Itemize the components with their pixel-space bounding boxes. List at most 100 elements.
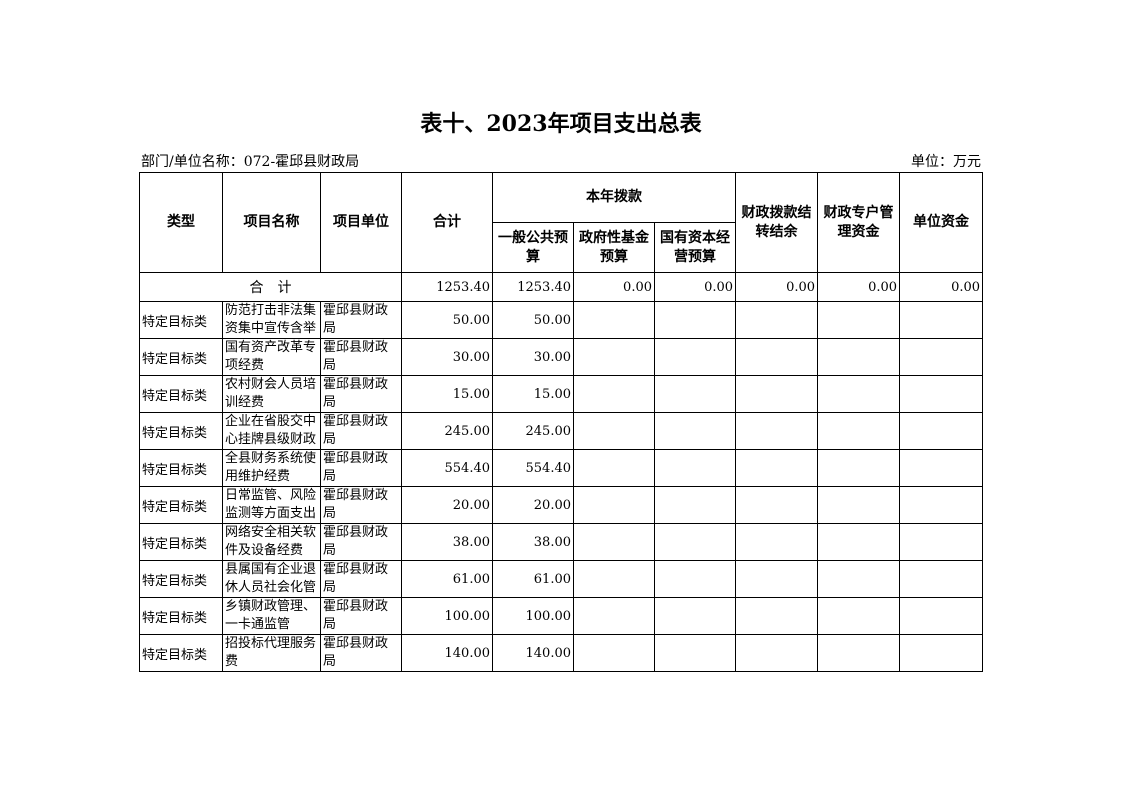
header-total: 合计 — [401, 172, 493, 273]
page-title: 表十、2023年项目支出总表 — [420, 111, 702, 137]
header-current-year: 本年拨款 — [491, 172, 737, 223]
total-fund: 0.00 — [573, 272, 655, 302]
row-carryover — [735, 597, 819, 635]
row-type: 特定目标类 — [139, 560, 223, 598]
row-state-capital — [653, 338, 737, 376]
row-own — [899, 375, 984, 413]
row-state-capital — [653, 560, 737, 598]
row-project-name: 网络安全相关软件及设备经费 — [225, 525, 317, 558]
table-row: 特定目标类 农村财会人员培训经费 霍邱县财政局 15.00 15.00 — [139, 375, 984, 413]
row-carryover — [735, 449, 819, 487]
row-own — [899, 523, 984, 561]
row-total: 15.00 — [401, 375, 493, 413]
row-general: 554.40 — [492, 449, 574, 487]
row-fund — [573, 375, 655, 413]
header-carryover: 财政拨款结转结余 — [735, 172, 819, 273]
row-general: 20.00 — [492, 486, 574, 524]
table-row: 特定目标类 国有资产改革专项经费 霍邱县财政局 30.00 30.00 — [139, 338, 984, 376]
row-carryover — [735, 634, 819, 672]
total-state-capital: 0.00 — [653, 272, 737, 302]
row-project-unit: 霍邱县财政局 — [323, 562, 389, 595]
row-own — [899, 301, 984, 339]
row-carryover — [735, 486, 819, 524]
row-special — [817, 560, 901, 598]
row-project-name: 防范打击非法集资集中宣传含举 — [225, 303, 317, 336]
total-own: 0.00 — [899, 272, 984, 302]
row-project-unit: 霍邱县财政局 — [323, 525, 389, 558]
unit-label: 单位：万元 — [911, 154, 981, 170]
header-general: 一般公共预算 — [492, 222, 574, 273]
row-carryover — [735, 523, 819, 561]
row-general: 30.00 — [492, 338, 574, 376]
header-type: 类型 — [139, 172, 223, 273]
row-special — [817, 486, 901, 524]
row-general: 15.00 — [492, 375, 574, 413]
row-project-unit: 霍邱县财政局 — [323, 599, 389, 632]
row-state-capital — [653, 449, 737, 487]
total-label: 合 计 — [139, 272, 402, 302]
row-project-name: 乡镇财政管理、一卡通监管 — [225, 599, 317, 632]
row-fund — [573, 412, 655, 450]
row-carryover — [735, 560, 819, 598]
table-row: 特定目标类 全县财务系统使用维护经费 霍邱县财政局 554.40 554.40 — [139, 449, 984, 487]
row-state-capital — [653, 375, 737, 413]
row-project-name: 县属国有企业退休人员社会化管 — [225, 562, 317, 595]
row-own — [899, 597, 984, 635]
table-row: 特定目标类 防范打击非法集资集中宣传含举 霍邱县财政局 50.00 50.00 — [139, 301, 984, 339]
row-special — [817, 597, 901, 635]
row-fund — [573, 301, 655, 339]
row-special — [817, 634, 901, 672]
row-own — [899, 412, 984, 450]
row-type: 特定目标类 — [139, 338, 223, 376]
table-row: 特定目标类 网络安全相关软件及设备经费 霍邱县财政局 38.00 38.00 — [139, 523, 984, 561]
row-project-unit: 霍邱县财政局 — [323, 451, 389, 484]
row-project-name: 国有资产改革专项经费 — [225, 340, 317, 373]
header-state-capital: 国有资本经营预算 — [653, 222, 737, 273]
row-special — [817, 375, 901, 413]
row-general: 38.00 — [492, 523, 574, 561]
row-total: 245.00 — [401, 412, 493, 450]
row-general: 100.00 — [492, 597, 574, 635]
table-row: 特定目标类 日常监管、风险监测等方面支出 霍邱县财政局 20.00 20.00 — [139, 486, 984, 524]
row-carryover — [735, 412, 819, 450]
row-fund — [573, 634, 655, 672]
row-general: 245.00 — [492, 412, 574, 450]
row-type: 特定目标类 — [139, 634, 223, 672]
row-project-unit: 霍邱县财政局 — [323, 636, 389, 669]
row-special — [817, 523, 901, 561]
row-type: 特定目标类 — [139, 486, 223, 524]
row-type: 特定目标类 — [139, 412, 223, 450]
row-state-capital — [653, 486, 737, 524]
total-carryover: 0.00 — [735, 272, 819, 302]
row-total: 140.00 — [401, 634, 493, 672]
row-carryover — [735, 301, 819, 339]
row-fund — [573, 338, 655, 376]
row-total: 38.00 — [401, 523, 493, 561]
row-total: 61.00 — [401, 560, 493, 598]
department-label: 部门/单位名称：072-霍邱县财政局 — [141, 154, 360, 170]
row-special — [817, 412, 901, 450]
row-type: 特定目标类 — [139, 597, 223, 635]
table-row: 特定目标类 乡镇财政管理、一卡通监管 霍邱县财政局 100.00 100.00 — [139, 597, 984, 635]
row-state-capital — [653, 412, 737, 450]
row-type: 特定目标类 — [139, 375, 223, 413]
row-type: 特定目标类 — [139, 523, 223, 561]
row-own — [899, 449, 984, 487]
row-state-capital — [653, 301, 737, 339]
total-general: 1253.40 — [492, 272, 574, 302]
row-special — [817, 449, 901, 487]
row-carryover — [735, 375, 819, 413]
project-expenditure-table: 类型 项目名称 项目单位 合计 本年拨款 财政拨款结转结余 财政专户管理资金 单… — [139, 172, 984, 672]
row-own — [899, 486, 984, 524]
row-fund — [573, 449, 655, 487]
table-row: 特定目标类 招投标代理服务费 霍邱县财政局 140.00 140.00 — [139, 634, 984, 672]
header-name: 项目名称 — [222, 172, 321, 273]
row-project-name: 全县财务系统使用维护经费 — [225, 451, 317, 484]
row-total: 100.00 — [401, 597, 493, 635]
row-state-capital — [653, 597, 737, 635]
row-special — [817, 301, 901, 339]
row-total: 554.40 — [401, 449, 493, 487]
row-state-capital — [653, 634, 737, 672]
row-project-unit: 霍邱县财政局 — [323, 377, 389, 410]
header-fund: 政府性基金预算 — [573, 222, 655, 273]
